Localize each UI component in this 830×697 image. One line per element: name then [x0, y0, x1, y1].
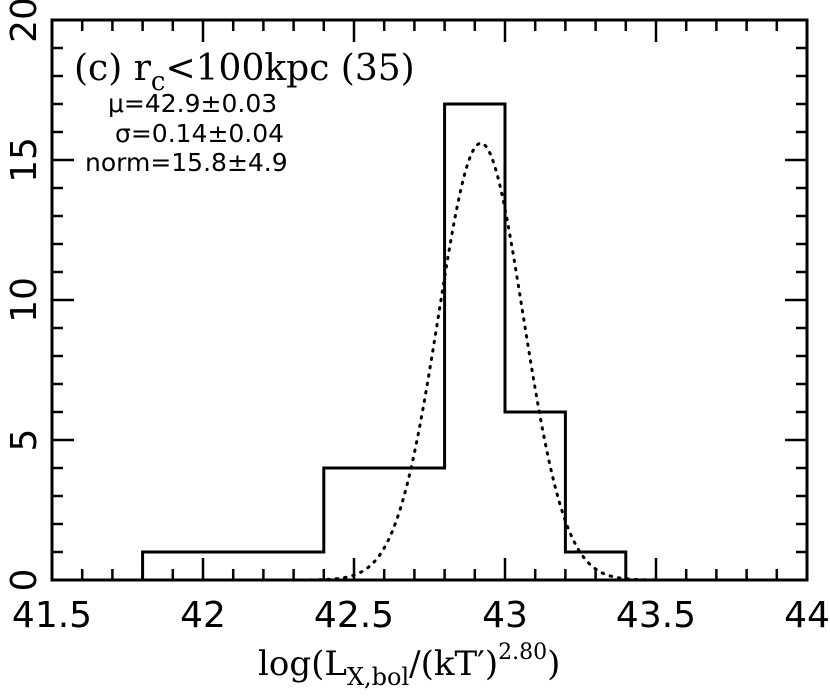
x-tick-label: 43	[482, 595, 528, 636]
stat-sigma: σ=0.14±0.04	[115, 119, 284, 148]
gaussian-fit-curve	[292, 141, 673, 582]
x-tick-label: 42.5	[314, 595, 394, 636]
y-tick-label: 5	[4, 429, 45, 452]
panel-label-main: (c) r	[74, 48, 152, 89]
y-tick-label: 20	[4, 0, 45, 43]
x-tick-label: 41.5	[12, 595, 92, 636]
y-tick-label: 0	[4, 569, 45, 592]
tick-labels: 41.5 42 42.5 43 43.5 44 0 5 10 15 20	[4, 0, 830, 636]
x-tick-label: 44	[784, 595, 830, 636]
stat-norm: norm=15.8±4.9	[85, 148, 288, 177]
histogram-bin	[324, 468, 445, 580]
y-tick-label: 15	[4, 137, 45, 183]
x-axis-label: log(LX,bol/(kT′)2.80)	[258, 640, 560, 691]
histogram-bin	[445, 104, 505, 580]
x-tick-label: 42	[180, 595, 226, 636]
stat-mu: μ=42.9±0.03	[108, 89, 277, 118]
x-axis-label-post: )	[547, 644, 560, 684]
panel-label: (c) rc<100kpc (35)	[74, 48, 415, 97]
panel-label-rest: <100kpc (35)	[165, 48, 414, 89]
axis-ticks	[50, 18, 809, 582]
x-tick-label: 43.5	[616, 595, 696, 636]
x-axis-label-pre: log(L	[258, 644, 347, 684]
x-axis-label-mid: /(kT′)	[409, 644, 498, 684]
panel-label-subscript: c	[151, 67, 166, 97]
x-axis-label-sup: 2.80	[498, 640, 547, 665]
x-axis-label-sub: X,bol	[347, 663, 409, 691]
y-tick-label: 10	[4, 277, 45, 323]
histogram-outline	[141, 102, 628, 580]
